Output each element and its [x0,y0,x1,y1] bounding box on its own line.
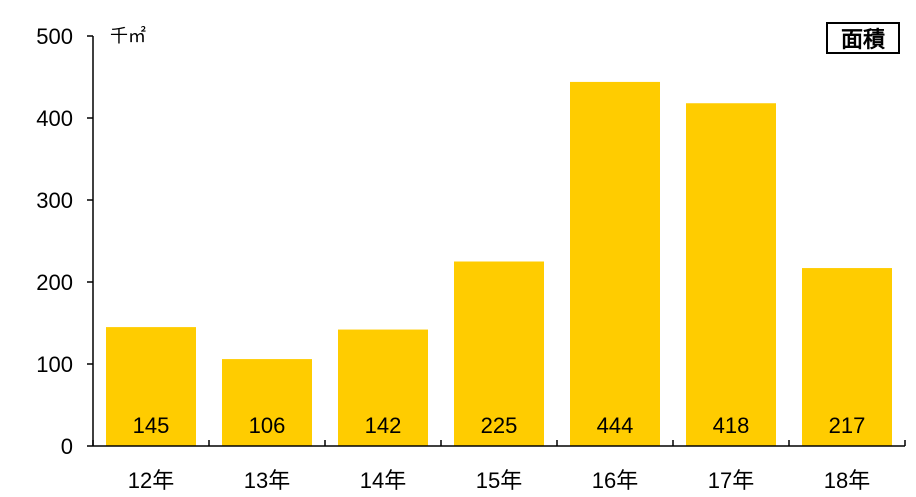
bar-value-label: 225 [481,413,518,438]
y-tick-label: 200 [36,270,73,295]
y-tick-label: 400 [36,106,73,131]
x-category-label: 12年 [128,468,174,493]
x-axis: 12年 13年 14年 15年 16年 17年 18年 [92,440,906,493]
bar-value-label: 418 [713,413,750,438]
bar-value-label: 444 [597,413,634,438]
bar [802,268,892,446]
y-axis-unit-label: 千㎡ [110,25,146,46]
x-category-label: 18年 [824,468,870,493]
bar [570,81,660,447]
y-tick-label: 100 [36,352,73,377]
bar [454,261,544,446]
x-category-label: 14年 [360,468,406,493]
legend-entry-label: 面積 [840,27,885,52]
y-tick-label: 300 [36,188,73,213]
bar-value-label: 142 [365,413,402,438]
y-axis: 0 100 200 300 400 500 [36,24,94,459]
bar-value-label: 106 [249,413,286,438]
y-tick-label: 0 [61,434,73,459]
y-tick-label: 500 [36,24,73,49]
bars: 145 106 142 225 444 418 217 [106,81,892,447]
bar-value-label: 217 [829,413,866,438]
bar [222,359,312,446]
x-category-label: 17年 [708,468,754,493]
legend: 面積 [826,22,900,54]
bar-value-label: 145 [133,413,170,438]
bar [686,103,776,447]
x-category-label: 16年 [592,468,638,493]
x-category-label: 13年 [244,468,290,493]
bar [338,329,428,446]
bar [106,327,196,446]
x-category-label: 15年 [476,468,522,493]
